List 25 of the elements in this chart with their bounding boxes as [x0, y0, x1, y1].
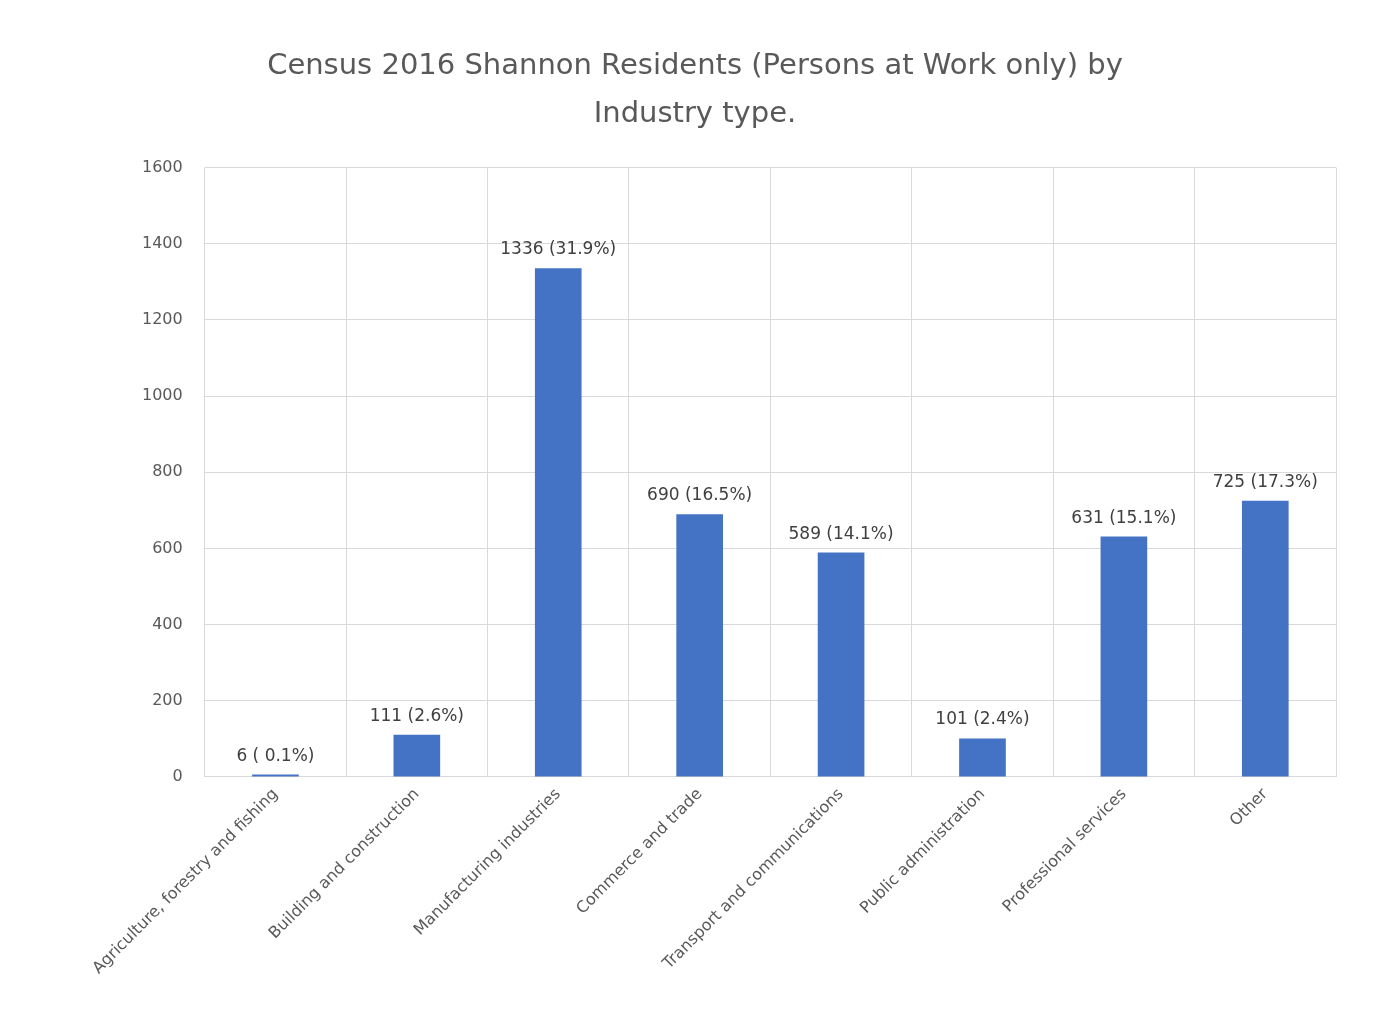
data-label: 111 (2.6%): [369, 704, 464, 725]
y-tick-label: 400: [152, 613, 183, 633]
bar: [676, 514, 723, 777]
bar: [393, 734, 441, 777]
y-tick-label: 1000: [142, 385, 183, 405]
data-label: 101 (2.4%): [935, 708, 1030, 729]
data-label: 631 (15.1%): [1071, 506, 1177, 527]
y-tick-label: 600: [152, 537, 183, 557]
y-tick-label: 1200: [142, 309, 183, 329]
bar: [959, 738, 1006, 777]
data-label: 690 (16.5%): [647, 484, 753, 505]
data-label: 6 ( 0.1%): [236, 744, 315, 765]
data-label: 725 (17.3%): [1212, 470, 1318, 491]
bar: [1241, 500, 1289, 777]
chart-title: Census 2016 Shannon Residents (Persons at Work only) by Industry type.: [266, 46, 1124, 131]
data-label: 589 (14.1%): [788, 522, 894, 543]
bar: [817, 552, 865, 777]
bar: [1100, 536, 1148, 777]
y-tick-label: 1400: [142, 232, 183, 252]
y-tick-label: 0: [172, 766, 183, 786]
y-tick-label: 800: [152, 461, 183, 481]
data-label: 1336 (31.9%): [500, 238, 617, 259]
y-tick-label: 1600: [142, 156, 183, 176]
y-tick-label: 200: [152, 689, 183, 709]
bar: [534, 268, 582, 777]
